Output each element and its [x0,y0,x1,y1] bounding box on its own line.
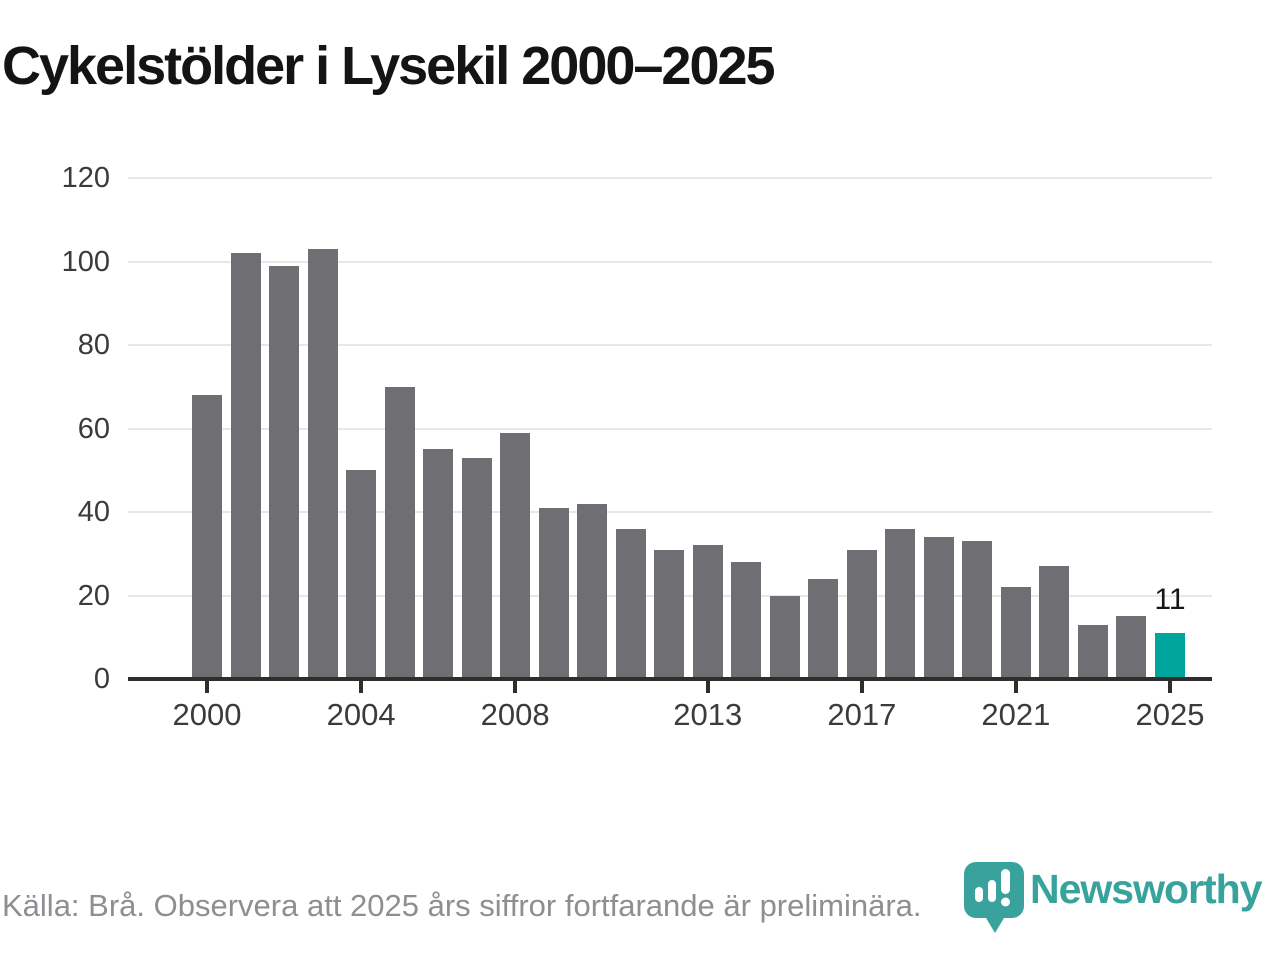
bar-2024 [1116,616,1147,679]
x-axis-tick-2021 [1013,681,1018,693]
bar-2015 [769,595,800,679]
bar-2019 [923,537,954,679]
x-axis-label-2021: 2021 [981,697,1051,732]
x-axis-label-2013: 2013 [673,697,743,732]
gridline-100 [128,260,1212,263]
bar-2017 [846,549,877,679]
x-axis-label-2000: 2000 [172,697,242,732]
gridline-120 [128,177,1212,179]
chart-title: Cykelstölder i Lysekil 2000–2025 [2,36,776,96]
bar-2021 [1000,587,1031,679]
bar-2006 [423,449,454,679]
x-axis-label-2008: 2008 [480,697,550,732]
y-axis-label-120: 120 [61,162,110,194]
bar-2000 [192,395,222,679]
bar-2001 [230,253,261,679]
bar-2020 [962,541,993,679]
bar-2007 [461,457,492,679]
x-axis-tick-2000 [205,681,209,693]
bar-2003 [307,248,338,679]
bar-2005 [384,386,415,679]
source-note: Källa: Brå. Observera att 2025 års siffr… [2,888,922,923]
bar-2011 [615,528,646,679]
y-axis-label-40: 40 [77,496,110,528]
gridline-80 [128,344,1212,346]
x-axis-line [128,677,1212,681]
bar-2008 [500,432,531,679]
bar-2025 [1155,633,1185,679]
newsworthy-logo-text: Newsworthy [1030,866,1262,912]
x-axis-tick-2004 [359,681,364,693]
bar-2010 [577,503,608,679]
bar-2022 [1039,566,1070,679]
x-axis-label-2017: 2017 [827,697,897,732]
plot-area [128,177,1212,693]
y-axis-label-60: 60 [77,412,110,445]
bar-2004 [346,470,377,679]
y-axis-label-20: 20 [77,579,110,612]
bar-2009 [538,507,569,679]
x-axis-label-2004: 2004 [326,697,396,732]
bar-2014 [731,562,762,679]
gridline-40 [128,511,1212,513]
y-axis-label-100: 100 [61,245,110,278]
x-axis-tick-2008 [513,681,518,693]
newsworthy-bubble-chart-icon [964,862,1024,933]
newsworthy-logo[interactable]: Newsworthy [960,858,1280,938]
x-axis-label-2025: 2025 [1135,697,1205,732]
x-axis-tick-2017 [859,681,864,693]
y-axis-label-80: 80 [77,329,110,361]
y-axis-label-0: 0 [93,663,110,695]
highlight-bar-value-label: 11 [1154,583,1186,616]
bar-2002 [269,265,300,679]
bar-2012 [654,549,685,679]
bar-2018 [885,528,916,679]
gridline-60 [128,427,1212,430]
x-axis-tick-2013 [705,681,710,693]
bar-2013 [692,545,723,679]
x-axis-tick-2025 [1168,681,1172,693]
bar-2023 [1077,624,1108,679]
bar-2016 [808,578,839,679]
